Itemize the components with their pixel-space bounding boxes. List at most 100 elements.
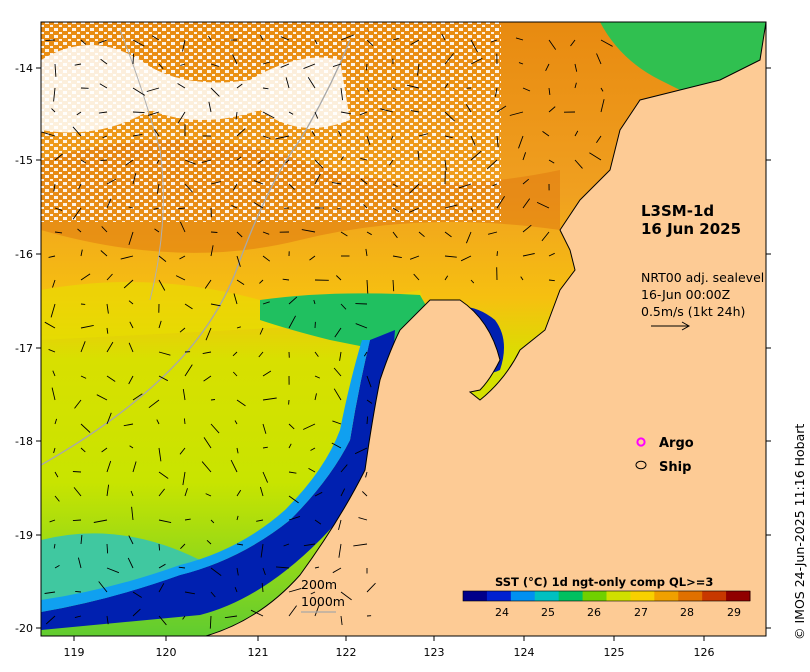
current-vector bbox=[100, 159, 108, 162]
current-vector bbox=[262, 567, 266, 576]
colorbar-tick: 25 bbox=[541, 606, 555, 619]
current-vector bbox=[340, 464, 348, 473]
current-vector bbox=[548, 279, 555, 282]
current-vector bbox=[232, 371, 238, 377]
x-tick-label: 125 bbox=[604, 646, 625, 659]
current-vector bbox=[331, 442, 342, 449]
current-vector bbox=[128, 342, 134, 353]
current-vector bbox=[54, 495, 60, 502]
current-vector bbox=[236, 543, 244, 546]
current-vector bbox=[361, 491, 368, 497]
current-vector bbox=[98, 581, 108, 593]
argo-label: Argo bbox=[659, 436, 694, 451]
current-vector bbox=[45, 615, 56, 625]
current-vector bbox=[262, 446, 268, 449]
current-vector bbox=[233, 293, 238, 305]
current-vector bbox=[182, 471, 186, 486]
colorbar-segment bbox=[726, 591, 751, 601]
current-vector bbox=[236, 326, 241, 329]
current-vector bbox=[54, 471, 59, 478]
colorbar-segment bbox=[534, 591, 560, 601]
current-vector bbox=[574, 159, 583, 169]
current-vector bbox=[288, 495, 299, 504]
current-vector bbox=[418, 231, 425, 238]
current-vector bbox=[522, 178, 529, 185]
current-vector bbox=[417, 63, 420, 76]
current-vector bbox=[409, 183, 420, 194]
current-vector bbox=[53, 183, 56, 192]
current-vector bbox=[158, 255, 167, 262]
current-vector bbox=[179, 221, 186, 233]
current-vector bbox=[262, 231, 270, 235]
current-vector bbox=[260, 34, 264, 41]
currents-scale: 0.5m/s (1kt 24h) bbox=[641, 304, 745, 319]
current-vector bbox=[132, 87, 146, 96]
current-vector bbox=[261, 583, 264, 593]
current-vector bbox=[204, 279, 212, 289]
current-vector bbox=[96, 394, 108, 401]
current-vector bbox=[259, 486, 264, 497]
current-vector bbox=[156, 159, 160, 164]
current-vector bbox=[340, 111, 351, 115]
current-vector bbox=[128, 535, 134, 545]
current-vector bbox=[262, 255, 271, 262]
scale-arrow bbox=[651, 321, 691, 331]
current-vector bbox=[444, 83, 449, 89]
current-vector bbox=[596, 135, 602, 144]
current-vector bbox=[520, 276, 524, 281]
cyan-edge bbox=[41, 340, 370, 612]
current-vector bbox=[148, 399, 160, 409]
current-vector bbox=[128, 231, 134, 246]
colorbar-segment bbox=[510, 591, 536, 601]
current-vector bbox=[353, 543, 368, 547]
current-vector bbox=[470, 279, 475, 284]
current-vector bbox=[340, 591, 352, 601]
current-vector bbox=[365, 63, 368, 71]
colorbar-tick: 28 bbox=[680, 606, 694, 619]
current-vector bbox=[106, 198, 112, 209]
current-vector bbox=[314, 173, 321, 185]
current-vector bbox=[310, 591, 316, 595]
current-vector bbox=[184, 591, 195, 595]
current-vector bbox=[366, 87, 370, 93]
product-date: 16 Jun 2025 bbox=[641, 220, 741, 238]
current-vector bbox=[522, 87, 531, 92]
current-vector bbox=[335, 275, 342, 281]
y-tick-label: -16 bbox=[15, 248, 33, 261]
current-vector bbox=[262, 301, 270, 305]
current-vector bbox=[41, 131, 56, 137]
current-vector bbox=[158, 279, 166, 291]
current-vector bbox=[406, 84, 420, 89]
current-vector bbox=[366, 39, 374, 47]
current-vector bbox=[518, 135, 524, 149]
current-vector bbox=[184, 518, 191, 521]
current-vector bbox=[574, 130, 579, 137]
current-vector bbox=[522, 198, 531, 209]
current-vector bbox=[72, 519, 82, 522]
x-tick-label: 119 bbox=[64, 646, 85, 659]
current-vector bbox=[232, 54, 238, 65]
current-vector bbox=[132, 461, 137, 473]
current-vector bbox=[99, 83, 108, 89]
current-vector bbox=[80, 535, 83, 545]
current-vector bbox=[175, 275, 186, 281]
ship-marker bbox=[635, 460, 647, 470]
current-vector bbox=[460, 255, 472, 262]
current-vector bbox=[413, 273, 420, 281]
current-vector bbox=[224, 615, 238, 619]
current-vector bbox=[303, 543, 316, 547]
current-vector bbox=[147, 111, 160, 116]
current-vector bbox=[80, 341, 86, 353]
current-vector bbox=[548, 252, 555, 257]
current-vector bbox=[314, 604, 320, 617]
current-vector bbox=[80, 375, 87, 379]
current-vector bbox=[177, 83, 186, 89]
current-vector bbox=[48, 348, 56, 353]
current-vector bbox=[209, 615, 212, 629]
current-vector bbox=[392, 183, 398, 188]
current-vector bbox=[72, 471, 82, 473]
current-vector bbox=[262, 397, 277, 401]
current-vector bbox=[132, 591, 142, 598]
isobath-200m-label: 200m bbox=[301, 577, 337, 592]
current-vector bbox=[234, 420, 238, 425]
